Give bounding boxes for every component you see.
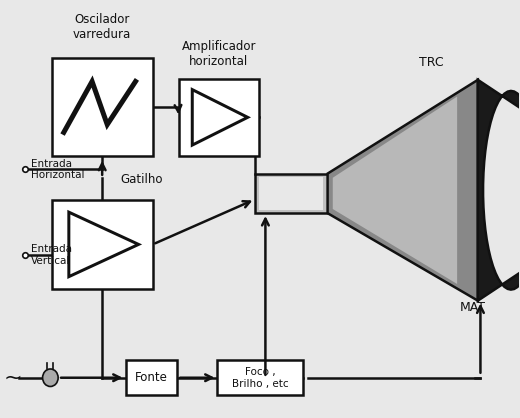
Text: Amplificador
horizontal: Amplificador horizontal bbox=[181, 41, 256, 69]
Text: Fonte: Fonte bbox=[135, 371, 168, 384]
Bar bbox=[51, 200, 153, 289]
Text: Foco ,
Brilho , etc: Foco , Brilho , etc bbox=[232, 367, 289, 389]
Bar bbox=[217, 360, 303, 395]
Bar bbox=[125, 360, 177, 395]
Text: Oscilador
varredura: Oscilador varredura bbox=[73, 13, 132, 41]
Text: TRC: TRC bbox=[419, 56, 444, 69]
Ellipse shape bbox=[43, 369, 58, 387]
Text: Entrada
Vertical: Entrada Vertical bbox=[31, 244, 72, 265]
Polygon shape bbox=[192, 89, 248, 145]
Polygon shape bbox=[69, 212, 138, 277]
Bar bbox=[51, 58, 153, 156]
Polygon shape bbox=[328, 80, 478, 301]
Bar bbox=[255, 173, 328, 213]
Text: ~: ~ bbox=[3, 368, 22, 388]
Polygon shape bbox=[478, 80, 520, 301]
Text: Entrada
Horizontal: Entrada Horizontal bbox=[31, 158, 84, 180]
Bar bbox=[178, 79, 259, 156]
Text: Gatilho: Gatilho bbox=[120, 173, 163, 186]
Polygon shape bbox=[333, 97, 457, 284]
Bar bbox=[259, 177, 323, 210]
Text: MAT: MAT bbox=[460, 301, 486, 314]
